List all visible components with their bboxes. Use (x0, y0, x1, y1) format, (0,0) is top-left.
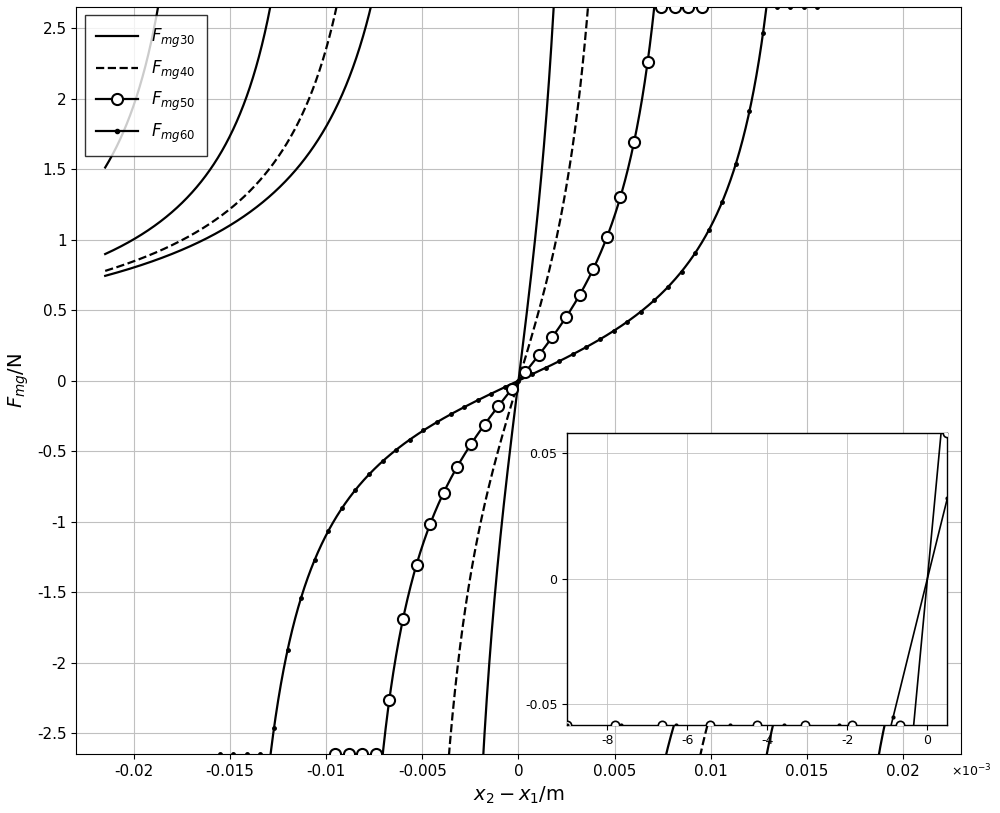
Legend: $F_{mg30}$, $F_{mg40}$, $F_{mg50}$, $F_{mg60}$: $F_{mg30}$, $F_{mg40}$, $F_{mg50}$, $F_{… (85, 15, 207, 156)
Y-axis label: $F_{mg}$/N: $F_{mg}$/N (7, 354, 31, 408)
X-axis label: $x_2 - x_1$/m: $x_2 - x_1$/m (473, 785, 564, 806)
